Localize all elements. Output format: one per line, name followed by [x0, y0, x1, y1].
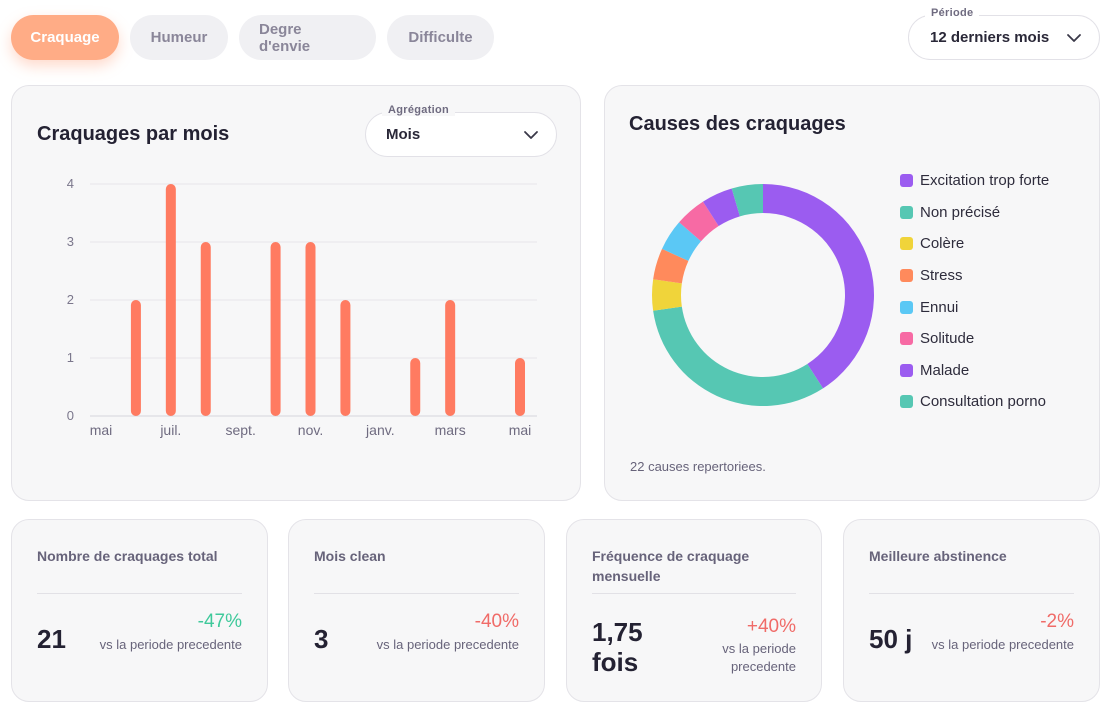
- stat-card-total: Nombre de craquages total 21 -47% vs la …: [11, 519, 268, 702]
- legend-item[interactable]: Solitude: [900, 323, 1049, 355]
- stat-value: 1,75 fois: [592, 617, 643, 677]
- donut-legend: Excitation trop forte Non précisé Colère St…: [900, 165, 1049, 418]
- stat-title: Nombre de craquages total: [37, 548, 218, 564]
- bar-chart: 0 1 2 3 4 mai juil. sept. nov. janv. mars mai: [67, 176, 537, 438]
- donut-slice[interactable]: [653, 248, 689, 284]
- stat-title: Meilleure abstinence: [869, 548, 1007, 564]
- stat-delta: -40%: [474, 611, 519, 632]
- stat-delta: -2%: [1040, 611, 1074, 632]
- stat-delta: +40%: [746, 616, 796, 637]
- legend-label: Stress: [920, 267, 963, 285]
- donut-slice[interactable]: [763, 184, 874, 389]
- bar[interactable]: [200, 242, 211, 416]
- stat-value: 21: [37, 624, 66, 654]
- legend-item[interactable]: Consultation porno: [900, 386, 1049, 418]
- x-tick-label: mai: [509, 422, 532, 438]
- x-tick-label: mai: [90, 422, 113, 438]
- stat-card-mois-clean: Mois clean 3 -40% vs la periode preceden…: [288, 519, 545, 702]
- x-tick-label: mars: [435, 422, 466, 438]
- bar[interactable]: [305, 242, 316, 416]
- y-tick-label: 4: [67, 176, 74, 191]
- stat-card-frequence: Fréquence de craquage mensuelle 1,75 foi…: [566, 519, 822, 702]
- period-select-value: 12 derniers mois: [930, 29, 1050, 46]
- x-tick-label: janv.: [365, 422, 395, 438]
- legend-label: Excitation trop forte: [920, 172, 1050, 190]
- x-tick-label: sept.: [225, 422, 255, 438]
- tab-difficulte[interactable]: Difficulte: [387, 15, 494, 60]
- legend-label: Consultation porno: [920, 393, 1046, 411]
- stat-caption: vs la periode precedente: [722, 641, 796, 674]
- legend-swatch: [900, 395, 913, 409]
- y-tick-label: 1: [67, 350, 74, 365]
- legend-swatch: [900, 363, 913, 377]
- donut-slice[interactable]: [702, 188, 740, 227]
- divider: [37, 593, 242, 594]
- chevron-down-icon: [1067, 33, 1081, 42]
- legend-label: Non précisé: [920, 203, 1001, 221]
- divider: [314, 593, 519, 594]
- legend-swatch: [900, 269, 913, 283]
- donut-slice[interactable]: [653, 306, 824, 406]
- divider: [869, 593, 1074, 594]
- stat-caption: vs la periode precedente: [376, 637, 519, 652]
- aggregation-select[interactable]: Agrégation Mois: [365, 104, 557, 157]
- tab-degre-envie[interactable]: Degre d'envie: [239, 15, 376, 60]
- stat-card-abstinence: Meilleure abstinence 50 j -2% vs la peri…: [843, 519, 1100, 702]
- bar[interactable]: [515, 358, 525, 416]
- stat-title: Mois clean: [314, 548, 386, 564]
- bar[interactable]: [165, 184, 176, 416]
- legend-item[interactable]: Non précisé: [900, 197, 1049, 229]
- stat-value: 3: [314, 624, 329, 654]
- legend-label: Malade: [920, 361, 970, 379]
- tab-craquage[interactable]: Craquage: [11, 15, 119, 60]
- legend-item[interactable]: Ennui: [900, 291, 1049, 323]
- donut-slice[interactable]: [731, 184, 763, 217]
- legend-swatch: [900, 332, 913, 346]
- donut-slice[interactable]: [662, 222, 702, 261]
- legend-item[interactable]: Stress: [900, 260, 1049, 292]
- x-tick-label: nov.: [298, 422, 323, 438]
- bar[interactable]: [410, 358, 421, 416]
- legend-item[interactable]: Excitation trop forte: [900, 165, 1049, 197]
- period-select-label: Période: [925, 7, 980, 19]
- stat-delta: -47%: [197, 611, 242, 632]
- legend-label: Ennui: [920, 298, 959, 316]
- donut-slice[interactable]: [679, 201, 719, 242]
- bar[interactable]: [445, 300, 456, 416]
- y-tick-label: 2: [67, 292, 74, 307]
- donut-chart-title: Causes des craquages: [629, 113, 846, 135]
- period-select[interactable]: Période 12 derniers mois: [908, 7, 1100, 60]
- legend-item[interactable]: Colère: [900, 228, 1049, 260]
- stat-caption: vs la periode precedente: [99, 637, 242, 652]
- legend-swatch: [900, 300, 913, 314]
- stat-title: Fréquence de craquage mensuelle: [592, 548, 750, 584]
- legend-label: Solitude: [920, 330, 975, 348]
- y-tick-label: 3: [67, 234, 74, 249]
- divider: [592, 593, 796, 594]
- donut-chart-card: Causes des craquages 22 causes repertori…: [604, 85, 1100, 501]
- donut-footer: 22 causes repertoriees.: [630, 459, 766, 474]
- x-tick-label: juil.: [159, 422, 181, 438]
- bar-chart-card: Craquages par mois Agrégation Mois 0 1 2 3 4…: [11, 85, 581, 501]
- bar[interactable]: [130, 300, 141, 416]
- bar-chart-title: Craquages par mois: [37, 123, 230, 145]
- bar[interactable]: [270, 242, 281, 416]
- y-tick-label: 0: [67, 408, 74, 423]
- legend-swatch: [900, 205, 913, 219]
- donut-chart: [652, 184, 874, 406]
- aggregation-select-label: Agrégation: [382, 104, 456, 116]
- legend-swatch: [900, 237, 913, 251]
- aggregation-select-value: Mois: [386, 126, 421, 143]
- legend-swatch: [900, 174, 913, 188]
- tab-humeur[interactable]: Humeur: [130, 15, 228, 60]
- stat-caption: vs la periode precedente: [931, 637, 1074, 652]
- legend-item[interactable]: Malade: [900, 355, 1049, 387]
- donut-slice[interactable]: [652, 279, 682, 311]
- chevron-down-icon: [524, 130, 538, 139]
- bar[interactable]: [340, 300, 351, 416]
- legend-label: Colère: [920, 235, 965, 253]
- metric-tabs: Craquage Humeur Degre d'envie Difficulte: [11, 15, 494, 60]
- stat-value: 50 j: [869, 624, 913, 654]
